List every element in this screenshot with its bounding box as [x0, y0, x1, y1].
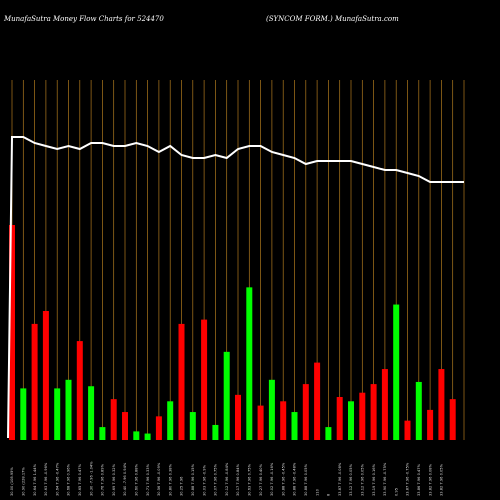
x-tick-labels: 30.00 (108.95% 30.90 (228.17% 30.64 7.96 1… [10, 461, 443, 496]
x-tick-label: 8 [327, 493, 331, 496]
money-flow-bar [235, 394, 241, 440]
x-tick-label: 30.27 7.96 0.40% [259, 463, 263, 496]
x-tick-label: 30.00 (108.95% [10, 467, 14, 496]
money-flow-bar [291, 412, 298, 440]
x-tick-label: 30.07 7.96 0.75% [214, 463, 218, 496]
money-flow-bar [9, 225, 15, 440]
x-tick-label: 33.82 7.96 0.05% [440, 463, 444, 496]
x-tick-label: 30.60 7.96 0.88% [135, 463, 139, 496]
x-tick-label: 0.95 [394, 488, 398, 496]
money-flow-bar [415, 381, 422, 440]
money-flow-bar [393, 304, 400, 440]
money-flow-bar [155, 416, 162, 440]
money-flow-bar [178, 323, 185, 440]
x-tick-label: 30.25 7.96 [180, 476, 184, 496]
chart-subtitle: (SYNCOM FORM.) MunafaSutra.com [266, 15, 399, 23]
x-tick-label: 33.19 7.96 0.16% [372, 463, 376, 496]
x-tick-label: 30.63 7.96 0.75% [248, 463, 252, 496]
x-tick-label: 30.80 7.96 0.38% [168, 463, 172, 496]
money-flow-bar [212, 424, 219, 440]
x-tick-label: 30.65 7.96 0.47% [78, 463, 82, 496]
x-tick-label: 33.87 7.96 -0.08% [338, 462, 342, 496]
money-flow-bar [122, 412, 128, 440]
x-tick-label: 30.40 -7.96 0.94% [123, 462, 127, 496]
money-flow-bar [427, 409, 434, 440]
money-flow-bar [246, 287, 253, 440]
money-flow-bar [257, 405, 264, 440]
money-flow-bar [99, 427, 106, 440]
money-flow-bar [76, 341, 83, 440]
money-flow-bar [167, 401, 174, 440]
money-flow-bar [65, 379, 72, 440]
x-tick-label: 30.02 7.96 -0.16% [270, 462, 274, 496]
x-tick-label: 30.68 7.96 0.96% [67, 463, 71, 496]
x-tick-label: 30.56 7.96 -0.09% [157, 462, 161, 496]
x-tick-label: 30.63 7.96 -0.96% [44, 462, 48, 496]
x-tick-label: 33.12 7.96 0.05% [361, 463, 365, 496]
x-tick-label: 30.64 7.96 1.44% [33, 463, 37, 496]
money-flow-bar [404, 420, 411, 440]
x-tick-label: 30.03 7.96 -0.9% [202, 464, 206, 496]
money-flow-bar [314, 362, 321, 440]
money-flow-bar [20, 388, 27, 440]
x-tick-label: 30.88 7.96 0.05% [304, 463, 308, 496]
x-tick-label: 30.88 7.96 0.15% [191, 463, 195, 496]
x-tick-label: 30.71 7.96 0.33% [146, 463, 150, 496]
money-flow-bar [336, 397, 343, 440]
money-flow-bar [201, 319, 208, 440]
money-flow-bar [449, 399, 456, 440]
x-tick-label: 30.90 (228.17% [22, 467, 26, 496]
money-flow-bar [348, 401, 354, 440]
money-flow-bar [88, 386, 95, 440]
money-flow-bar [381, 369, 388, 440]
money-flow-bar [370, 384, 377, 440]
money-flow-bar [280, 401, 287, 440]
x-tick-label: 30.76 7.96 0.89% [101, 463, 105, 496]
x-tick-label: 30.69 7.96 0.32% [112, 463, 116, 496]
money-flow-bar [144, 433, 151, 440]
money-flow-bar [438, 369, 445, 440]
money-flow-bar [359, 392, 366, 440]
money-flow-bar [110, 399, 117, 440]
x-tick-label: 33.90 7.96 -0.75% [383, 462, 387, 496]
money-flow-bar [302, 384, 309, 440]
chart-title: MunafaSutra Money Flow Charts for 524470 [3, 15, 164, 23]
x-tick-label: 30.12 7.96 -0.84% [225, 462, 229, 496]
x-tick-label: 30.30 -7.96 -1.04% [89, 461, 93, 496]
money-flow-bar [31, 323, 38, 440]
price-line [7, 136, 464, 439]
x-tick-label: 33.86 7.96 0.47% [417, 463, 421, 496]
money-flow-bar [42, 311, 49, 440]
x-tick-label: 30.88 7.96 -0.48% [293, 462, 297, 496]
x-tick-label: 33.82 7.96 0.08% [428, 463, 432, 496]
money-flow-bar [133, 431, 140, 440]
money-flow-bar [325, 427, 332, 440]
x-tick-label: 33.12 7.96 0.05% [349, 463, 353, 496]
x-tick-label: 33.87 7.96 -0.75% [406, 462, 410, 496]
money-flow-bar [189, 412, 196, 440]
x-tick-label: 30.88 7.96 -0.45% [281, 462, 285, 496]
x-tick-label: 30.17 7.96 0.84% [236, 463, 240, 496]
money-flow-bar [54, 388, 61, 440]
money-flow-bar [268, 379, 275, 440]
x-tick-label: 30.64 7.96 -0.47% [55, 462, 59, 496]
money-flow-bar [223, 351, 230, 440]
x-tick-label: 110 [315, 488, 319, 496]
bar-layer [9, 225, 456, 440]
